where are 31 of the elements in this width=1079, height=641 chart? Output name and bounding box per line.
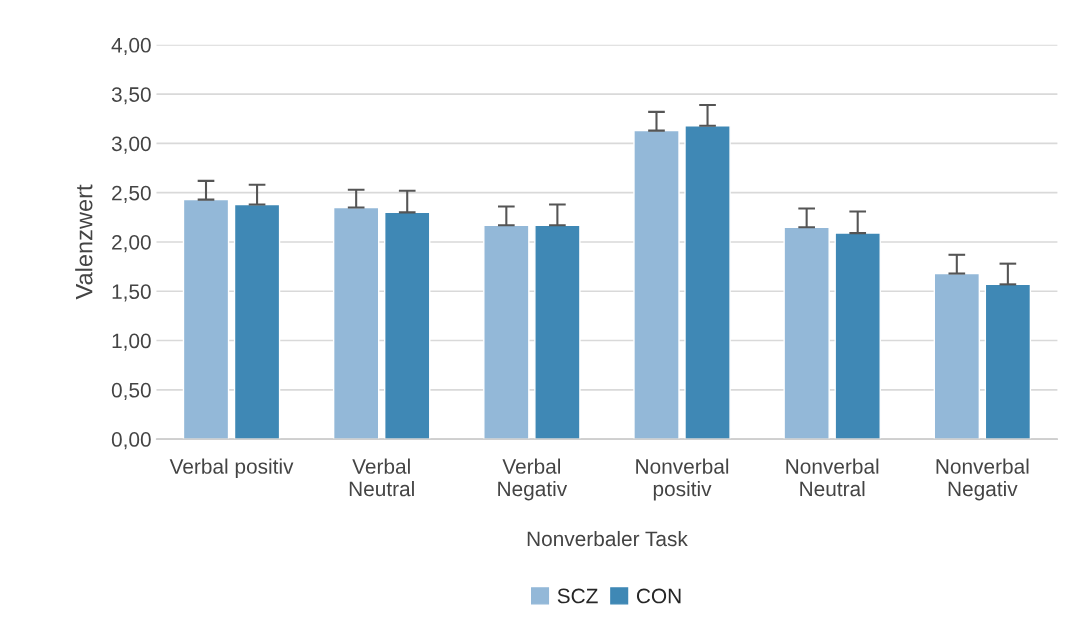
y-tick-label: 3,50 <box>111 87 151 105</box>
bar <box>783 226 830 440</box>
bar <box>182 198 230 440</box>
y-tick-label: 3,00 <box>111 136 151 154</box>
bar <box>933 272 981 440</box>
bar <box>233 203 281 440</box>
x-tick-label: Verbal positiv <box>169 458 294 478</box>
x-tick-label: Nonverbal Neutral <box>786 458 879 497</box>
y-tick-label: 4,00 <box>111 37 151 56</box>
bar <box>834 232 881 440</box>
bar <box>384 211 431 440</box>
legend-label: CON <box>636 588 681 604</box>
y-axis-title: Valenzwert <box>75 184 93 300</box>
y-tick-label: 2,50 <box>112 185 151 203</box>
y-tick-label: 1,00 <box>112 333 151 351</box>
y-tick-label: 0,50 <box>111 382 151 401</box>
bar <box>633 129 680 440</box>
y-tick-label: 2,00 <box>112 234 151 253</box>
bar <box>684 124 731 440</box>
x-axis-title: Nonverbaler Task <box>527 530 688 547</box>
bar <box>483 224 530 440</box>
bar <box>534 224 581 440</box>
bar <box>332 206 380 440</box>
x-tick-label: Nonverbal Negativ <box>936 458 1029 501</box>
x-tick-label: Verbal Neutral <box>349 458 414 497</box>
y-tick-label: 0,00 <box>111 432 151 450</box>
x-tick-label: Verbal Negativ <box>498 458 568 501</box>
legend-label: SCZ <box>557 588 598 604</box>
bar <box>984 283 1032 440</box>
y-tick-label: 1,50 <box>112 284 151 302</box>
x-tick-label: Nonverbal positiv <box>636 458 729 501</box>
